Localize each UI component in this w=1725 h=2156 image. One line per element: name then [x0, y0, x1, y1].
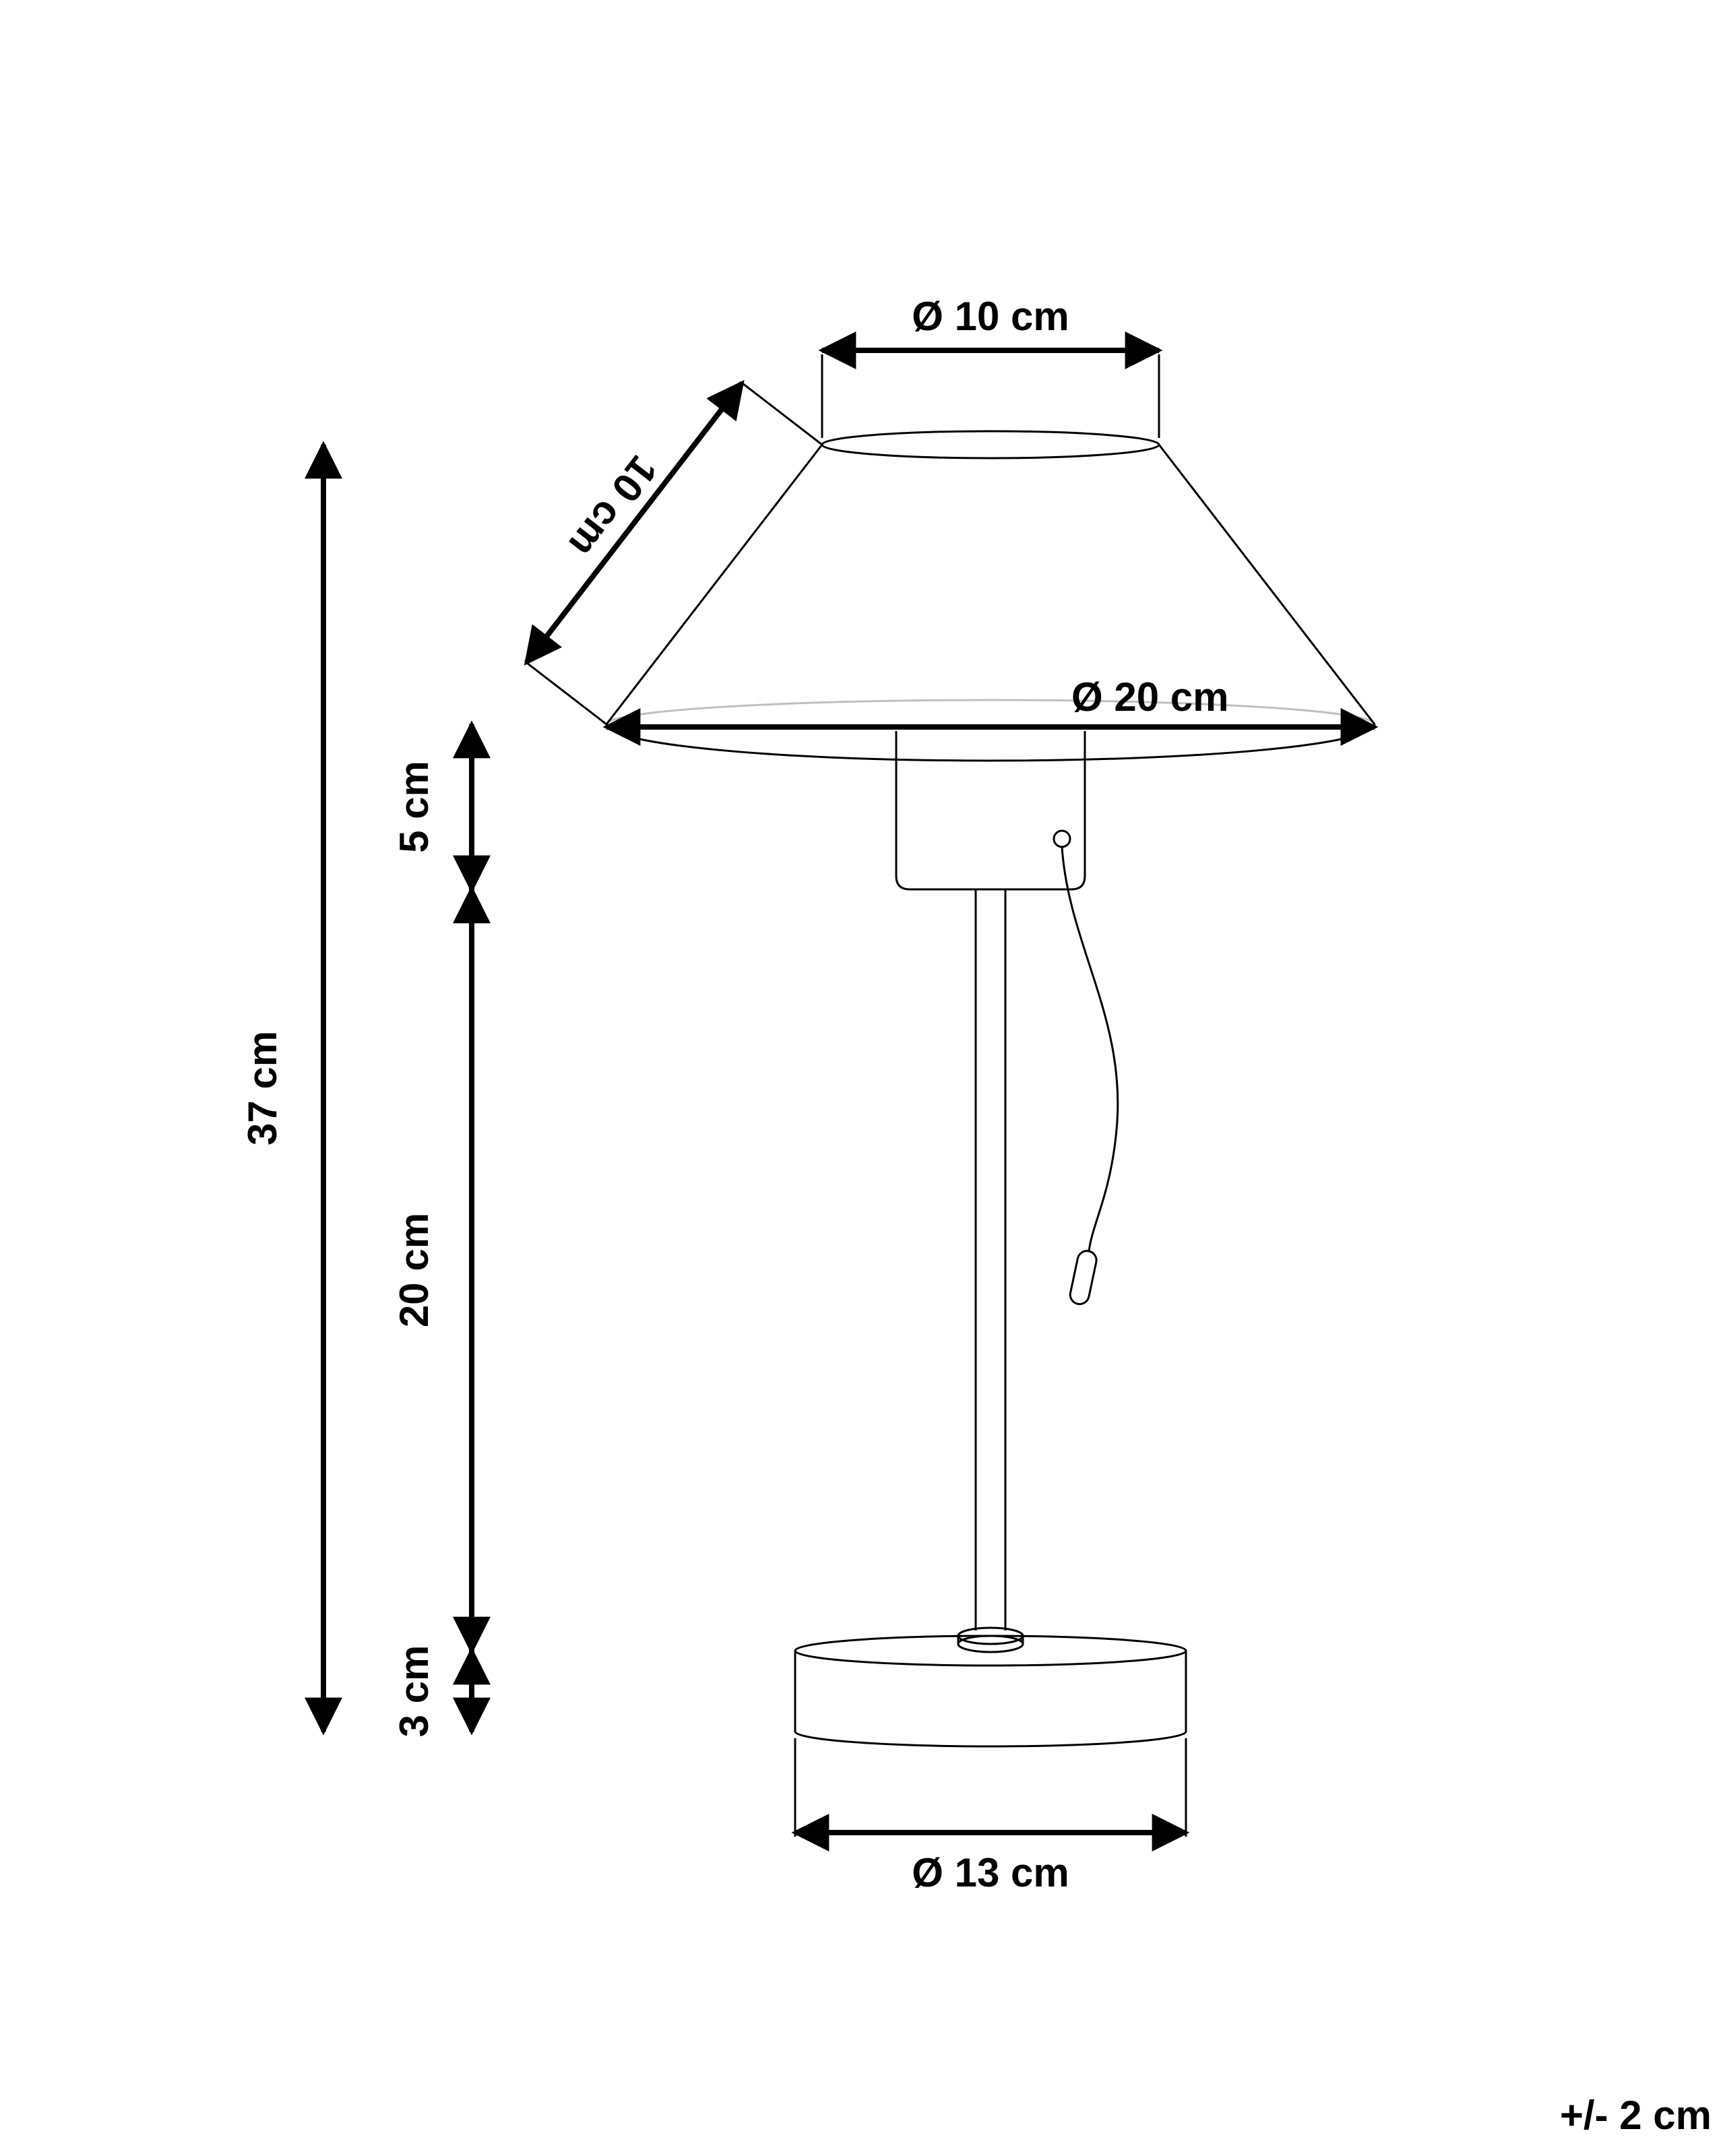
label-shade-bot-dia: Ø 20 cm [1071, 674, 1228, 720]
tolerance-note: +/- 2 cm [1560, 2093, 1712, 2138]
label-socket-h: 5 cm [391, 761, 437, 853]
label-base-dia: Ø 13 cm [912, 1850, 1069, 1895]
label-stem-h: 20 cm [391, 1213, 437, 1327]
label-shade-top-dia: Ø 10 cm [912, 294, 1069, 339]
label-base-h: 3 cm [391, 1645, 437, 1738]
dimension-diagram: Ø 10 cm10 cmØ 20 cmØ 13 cm37 cm5 cm20 cm… [0, 0, 1725, 2156]
label-total-height: 37 cm [240, 1031, 285, 1145]
